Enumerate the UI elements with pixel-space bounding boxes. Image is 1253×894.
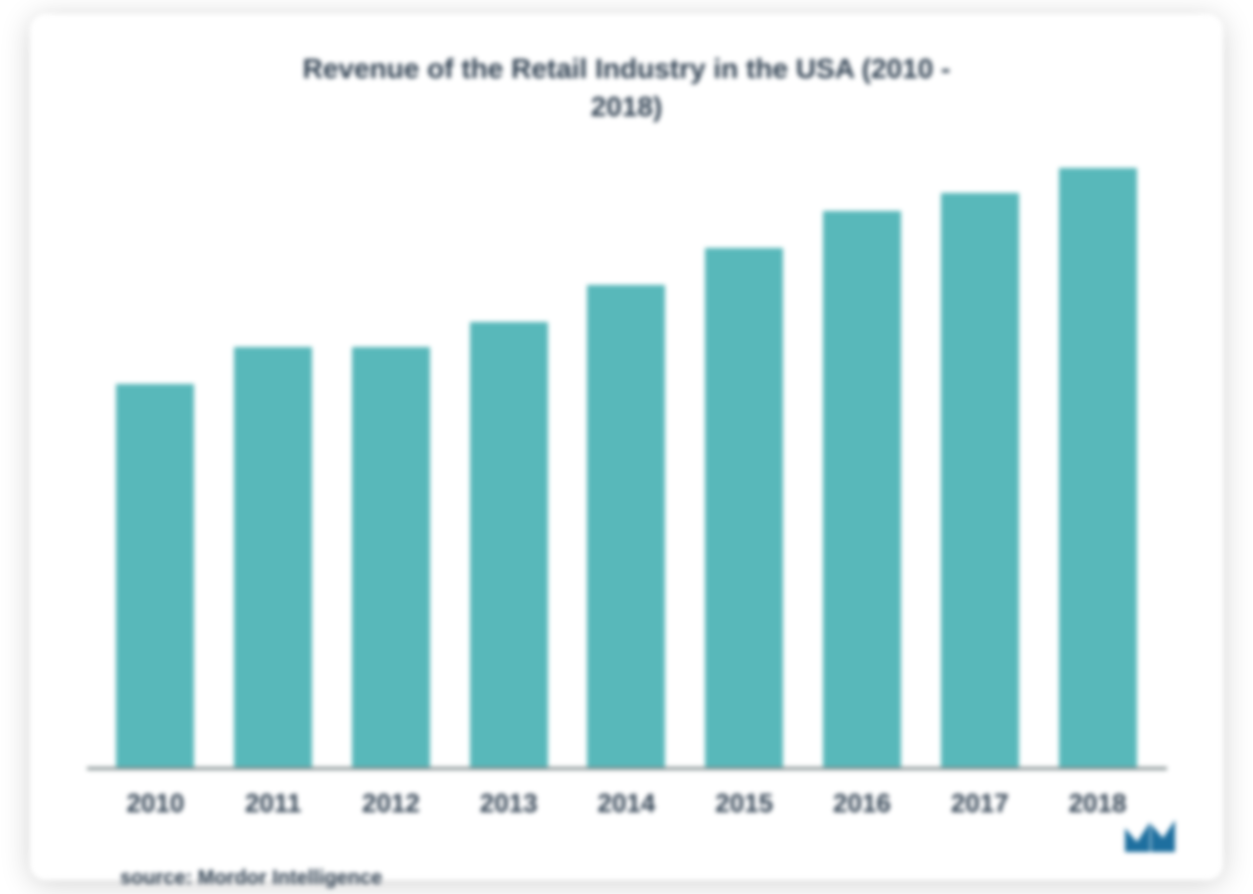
bar-2014	[587, 285, 665, 766]
source-text: source: Mordor Intelligence	[120, 867, 1173, 890]
x-label-0: 2010	[116, 788, 194, 819]
plot-area	[87, 150, 1167, 770]
chart-title: Revenue of the Retail Industry in the US…	[80, 50, 1173, 126]
x-label-6: 2016	[823, 788, 901, 819]
bar-2016	[823, 211, 901, 766]
x-label-7: 2017	[941, 788, 1019, 819]
x-label-1: 2011	[234, 788, 312, 819]
mordor-logo-icon	[1123, 816, 1177, 854]
bar-2015	[705, 248, 783, 766]
bar-2013	[470, 322, 548, 766]
bar-2017	[941, 193, 1019, 767]
x-label-3: 2013	[470, 788, 548, 819]
chart-title-line2: 2018)	[591, 91, 663, 122]
x-label-2: 2012	[352, 788, 430, 819]
x-label-4: 2014	[587, 788, 665, 819]
x-label-5: 2015	[705, 788, 783, 819]
chart-card: Revenue of the Retail Industry in the US…	[30, 14, 1223, 880]
bar-2012	[352, 347, 430, 767]
x-label-8: 2018	[1059, 788, 1137, 819]
bar-2011	[234, 347, 312, 767]
chart-title-line1: Revenue of the Retail Industry in the US…	[303, 53, 951, 84]
bars-container	[87, 150, 1167, 767]
bar-2010	[116, 384, 194, 767]
x-axis-labels: 2010 2011 2012 2013 2014 2015 2016 2017 …	[87, 788, 1167, 819]
bar-2018	[1059, 168, 1137, 766]
